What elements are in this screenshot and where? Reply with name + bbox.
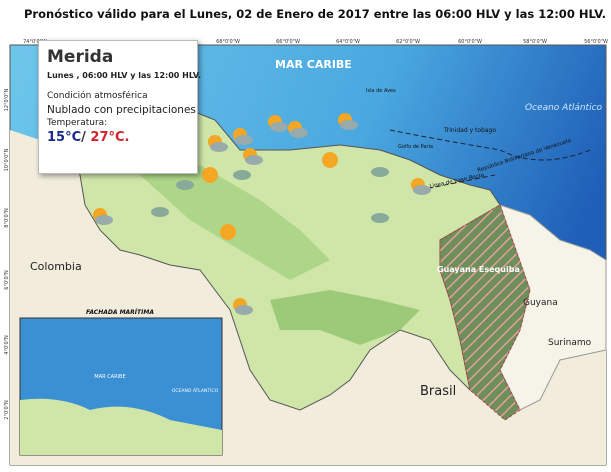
- coord: 8°0'0"N: [4, 208, 10, 228]
- brasil-label: Brasil: [420, 384, 456, 399]
- inset-sea: MAR CARIBE: [94, 374, 125, 380]
- coord: 12°0'0"N: [4, 88, 10, 111]
- colombia-label: Colombia: [30, 260, 82, 273]
- andes: [140, 165, 330, 280]
- surinam-label: Surinamo: [548, 338, 592, 348]
- left-coords: 12°0'0"N 10°0'0"N 8°0'0"N 6°0'0"N 4°0'0"…: [4, 88, 10, 419]
- condition: Nublado con precipitaciones: [47, 104, 196, 116]
- ocean-label: Oceano Atlántico: [525, 103, 603, 113]
- baseline-line: [419, 174, 496, 191]
- boundary-line: [389, 129, 591, 161]
- inset-title: FACHADA MARÍTIMA: [86, 309, 154, 316]
- trinidad-label: Trinidad y tobago: [443, 127, 496, 134]
- condition-label: Condición atmosférica: [47, 91, 148, 101]
- coord: 4°0'0"N: [4, 335, 10, 355]
- coord: 68°0'0"W: [216, 39, 240, 45]
- period: Lunes , 06:00 HLV y las 12:00 HLV.: [47, 71, 202, 80]
- coord: 2°0'0"N: [4, 400, 10, 420]
- inset-land: [20, 398, 222, 455]
- sea-label: MAR CARIBE: [275, 58, 352, 71]
- title: Pronóstico válido para el Lunes, 02 de E…: [24, 7, 606, 21]
- esequibo: [439, 204, 531, 421]
- coord: 64°0'0"W: [336, 39, 360, 45]
- coord: 58°0'0"W: [523, 39, 547, 45]
- weather-icons: [93, 113, 431, 315]
- coord: 6°0'0"N: [4, 270, 10, 290]
- temperature-label: Temperatura:: [47, 118, 108, 128]
- inset-ocean: OCEANO ATLANTICO: [172, 388, 219, 394]
- esequiba-label: Guayana Esequiba: [437, 265, 520, 274]
- temp-max: 27°C.: [90, 130, 130, 145]
- coord: 62°0'0"W: [396, 39, 420, 45]
- popup[interactable]: Merida Lunes , 06:00 HLV y las 12:00 HLV…: [38, 40, 202, 174]
- coord: 10°0'0"N: [4, 148, 10, 171]
- city: Merida: [47, 47, 114, 67]
- aves-label: Isla de Aves: [366, 88, 396, 94]
- temp-sep: /: [81, 130, 86, 145]
- coord: 56°0'0"W: [584, 39, 608, 45]
- forest: [270, 290, 420, 345]
- inset: FACHADA MARÍTIMA MAR CARIBE OCEANO ATLAN…: [19, 309, 223, 456]
- temp-min: 15°C: [47, 130, 82, 145]
- top-coords: 74°0'0"W 68°0'0"W 66°0'0"W 64°0'0"W 62°0…: [23, 39, 608, 45]
- guyana-label: Guyana: [523, 298, 558, 308]
- paria-label: Golfo de Paria: [398, 144, 433, 150]
- coord: 66°0'0"W: [276, 39, 300, 45]
- coord: 60°0'0"W: [458, 39, 482, 45]
- temperature: 15°C/ 27°C.: [47, 130, 189, 145]
- coord: 74°0'0"W: [23, 39, 47, 45]
